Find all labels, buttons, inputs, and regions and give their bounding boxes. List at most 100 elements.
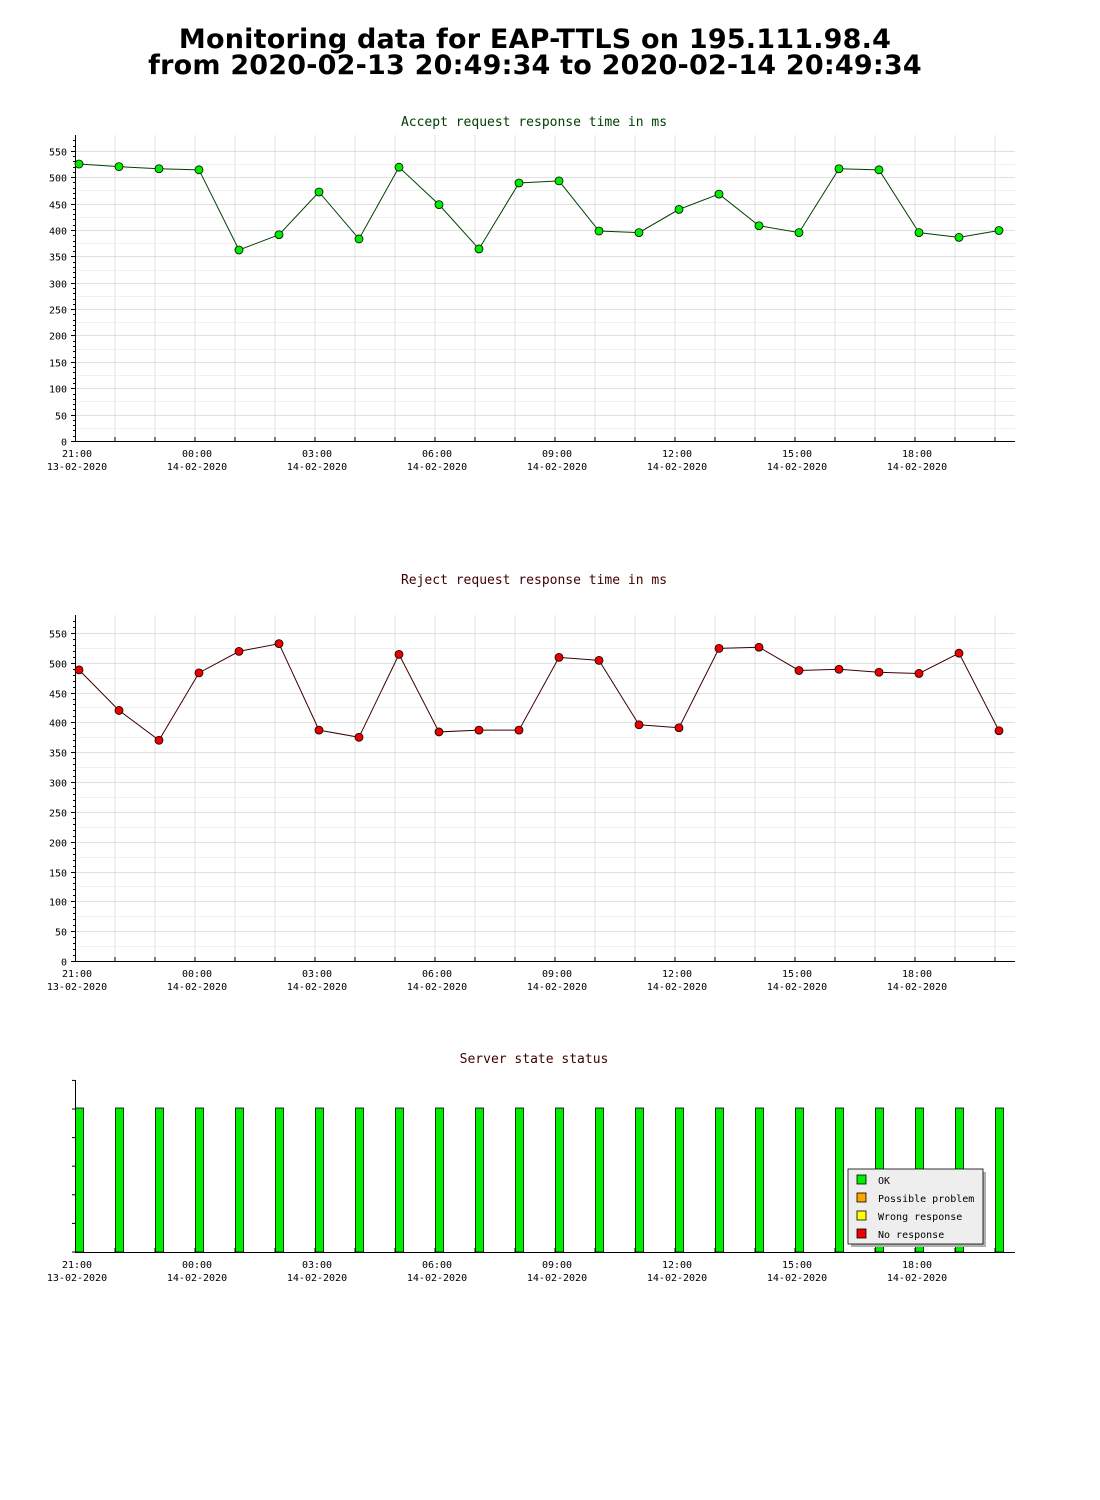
status-bar — [195, 1107, 204, 1253]
x-tick-time: 21:00 — [62, 1260, 92, 1271]
x-tick-time: 15:00 — [782, 449, 812, 460]
y-tick-label: 300 — [49, 280, 67, 291]
y-tick-label: 350 — [49, 253, 67, 264]
data-point — [874, 667, 884, 677]
x-tick-date: 14-02-2020 — [527, 982, 587, 993]
y-tick-label: 450 — [49, 201, 67, 212]
status-bar — [75, 1107, 84, 1253]
status-bar — [275, 1107, 284, 1253]
x-tick-date: 14-02-2020 — [887, 462, 947, 473]
y-tick-label: 500 — [49, 174, 67, 185]
x-tick-time: 15:00 — [782, 1260, 812, 1271]
y-tick-label: 550 — [49, 630, 67, 641]
chart-title: Accept request response time in ms — [401, 115, 667, 130]
status-chart-2: Server state status OK Possible problem Wro… — [47, 1052, 1015, 1284]
line-chart-0: 0 50 100 150 200 250 300 350 400 450 500 550 Accept … — [47, 115, 1015, 473]
y-tick-label: 450 — [49, 690, 67, 701]
x-tick-date: 14-02-2020 — [287, 462, 347, 473]
data-point — [954, 648, 964, 658]
x-tick-time: 06:00 — [422, 449, 452, 460]
legend-label: No response — [878, 1230, 944, 1241]
chart-title: Server state status — [460, 1052, 609, 1067]
y-tick-label: 150 — [49, 869, 67, 880]
data-point — [834, 664, 844, 674]
legend-swatch — [856, 1228, 867, 1239]
legend-swatch — [856, 1210, 867, 1221]
x-tick-time: 00:00 — [182, 969, 212, 980]
y-tick-label: 550 — [49, 148, 67, 159]
y-tick-label: 250 — [49, 809, 67, 820]
series-line — [78, 163, 1000, 251]
data-point — [914, 228, 924, 238]
data-point — [194, 668, 204, 678]
legend-swatch — [856, 1192, 867, 1203]
y-tick-label: 400 — [49, 227, 67, 238]
y-tick-label: 500 — [49, 660, 67, 671]
x-tick-date: 14-02-2020 — [167, 982, 227, 993]
data-point — [594, 226, 604, 236]
y-tick-label: 0 — [61, 958, 67, 969]
x-tick-date: 14-02-2020 — [887, 982, 947, 993]
data-point — [354, 732, 364, 742]
status-bar — [115, 1107, 124, 1253]
data-point — [314, 725, 324, 735]
page-title-line-2: from 2020-02-13 20:49:34 to 2020-02-14 2… — [148, 50, 922, 81]
x-tick-time: 15:00 — [782, 969, 812, 980]
data-point — [434, 200, 444, 210]
y-tick-label: 300 — [49, 779, 67, 790]
x-tick-time: 18:00 — [902, 449, 932, 460]
chart-title: Reject request response time in ms — [401, 573, 667, 588]
data-point — [994, 226, 1004, 235]
x-tick-time: 03:00 — [302, 1260, 332, 1271]
status-bar — [995, 1107, 1004, 1253]
data-point — [514, 178, 524, 188]
data-point — [274, 230, 284, 240]
data-point — [354, 234, 364, 244]
legend-label: OK — [878, 1176, 890, 1187]
y-tick-label: 250 — [49, 306, 67, 317]
data-point — [754, 642, 764, 652]
data-point — [594, 655, 604, 665]
x-tick-time: 12:00 — [662, 1260, 692, 1271]
x-tick-time: 09:00 — [542, 969, 572, 980]
data-point — [394, 649, 404, 659]
x-tick-time: 18:00 — [902, 1260, 932, 1271]
y-tick-label: 100 — [49, 898, 67, 909]
status-bar — [755, 1107, 764, 1253]
status-bar — [355, 1107, 364, 1253]
x-tick-time: 09:00 — [542, 449, 572, 460]
data-point — [194, 165, 204, 175]
y-tick-label: 150 — [49, 359, 67, 370]
x-tick-date: 14-02-2020 — [527, 1273, 587, 1284]
status-bar — [835, 1107, 844, 1253]
x-tick-date: 14-02-2020 — [407, 1273, 467, 1284]
data-point — [674, 723, 684, 733]
x-tick-time: 09:00 — [542, 1260, 572, 1271]
x-tick-date: 14-02-2020 — [647, 982, 707, 993]
x-tick-date: 14-02-2020 — [887, 1273, 947, 1284]
y-tick-label: 400 — [49, 719, 67, 730]
y-tick-label: 350 — [49, 749, 67, 760]
line-chart-1: 0 50 100 150 200 250 300 350 400 450 500 550 Reject … — [47, 573, 1015, 993]
x-tick-date: 14-02-2020 — [767, 982, 827, 993]
y-tick-label: 200 — [49, 839, 67, 850]
x-tick-date: 14-02-2020 — [527, 462, 587, 473]
data-point — [794, 666, 804, 675]
data-point — [434, 727, 444, 737]
data-point — [994, 726, 1004, 736]
data-point — [914, 669, 924, 678]
data-point — [474, 725, 484, 735]
data-point — [954, 232, 964, 242]
x-tick-time: 18:00 — [902, 969, 932, 980]
x-tick-time: 21:00 — [62, 449, 92, 460]
data-point — [234, 245, 244, 255]
data-point — [874, 165, 884, 175]
status-bar — [435, 1107, 444, 1253]
x-tick-date: 14-02-2020 — [647, 462, 707, 473]
y-tick-label: 50 — [55, 412, 67, 423]
data-point — [74, 159, 84, 169]
data-point — [714, 644, 724, 653]
x-tick-date: 13-02-2020 — [47, 982, 107, 993]
legend-box — [847, 1168, 984, 1245]
